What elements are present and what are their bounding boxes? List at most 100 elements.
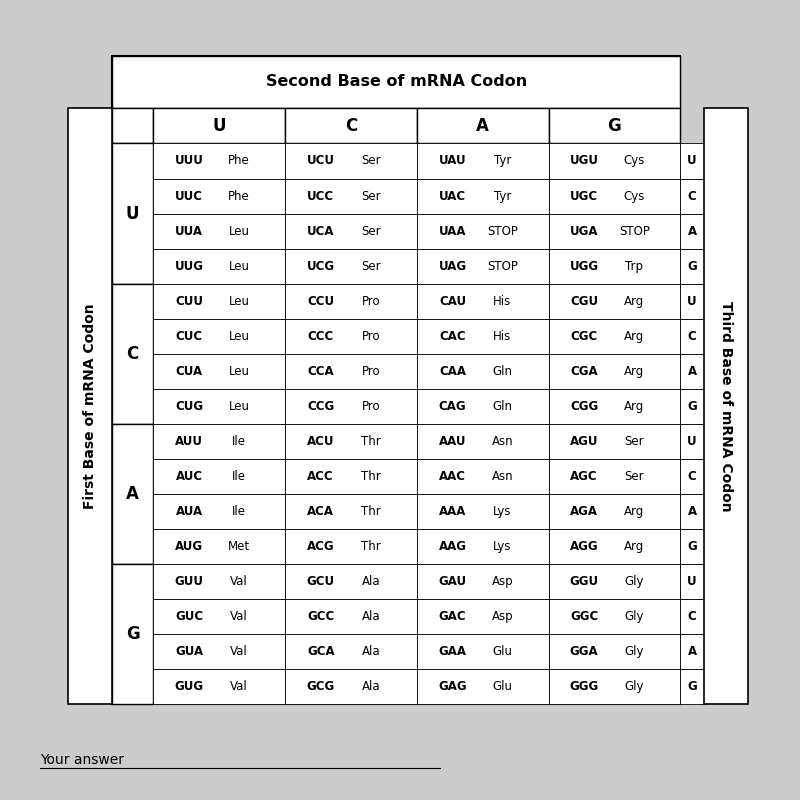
Text: A: A — [687, 225, 697, 238]
Text: UAA: UAA — [438, 225, 466, 238]
Bar — [154, 634, 285, 669]
Bar — [680, 634, 704, 669]
Bar — [417, 458, 549, 494]
Text: G: G — [687, 540, 697, 553]
Text: GAA: GAA — [438, 645, 466, 658]
Text: Ser: Ser — [625, 470, 644, 482]
Text: Ile: Ile — [232, 434, 246, 448]
Bar — [680, 143, 704, 178]
Bar — [680, 458, 704, 494]
Text: AGC: AGC — [570, 470, 598, 482]
Bar — [680, 354, 704, 389]
Text: U: U — [687, 294, 697, 308]
Text: CUU: CUU — [175, 294, 203, 308]
Text: Pro: Pro — [362, 365, 380, 378]
Text: C: C — [688, 470, 697, 482]
Text: Phe: Phe — [228, 154, 250, 167]
Text: CAG: CAG — [438, 400, 466, 413]
Text: GUC: GUC — [175, 610, 203, 623]
Text: Arg: Arg — [624, 330, 644, 342]
Text: Val: Val — [230, 645, 248, 658]
Bar — [154, 143, 285, 178]
Bar — [680, 178, 704, 214]
Text: GCA: GCA — [307, 645, 334, 658]
Text: GUG: GUG — [174, 680, 203, 693]
Text: CGA: CGA — [570, 365, 598, 378]
Bar — [285, 143, 417, 178]
Text: AAU: AAU — [438, 434, 466, 448]
Bar — [285, 284, 417, 318]
Bar — [154, 354, 285, 389]
Text: Your answer: Your answer — [40, 753, 124, 767]
Text: U: U — [213, 117, 226, 134]
Text: Leu: Leu — [229, 225, 250, 238]
Text: CCA: CCA — [307, 365, 334, 378]
Text: GCG: GCG — [306, 680, 335, 693]
Bar — [417, 564, 549, 599]
Bar — [285, 599, 417, 634]
Bar — [154, 599, 285, 634]
Text: Tyr: Tyr — [494, 190, 511, 202]
Text: GGU: GGU — [570, 575, 598, 588]
Text: Ser: Ser — [361, 190, 381, 202]
Text: CCC: CCC — [307, 330, 334, 342]
Text: Pro: Pro — [362, 294, 380, 308]
Text: Ser: Ser — [361, 154, 381, 167]
Bar — [680, 564, 704, 599]
Bar — [680, 669, 704, 704]
Text: Gly: Gly — [625, 645, 644, 658]
Text: UUG: UUG — [174, 259, 203, 273]
Bar — [285, 354, 417, 389]
Bar — [285, 458, 417, 494]
Text: AAC: AAC — [439, 470, 466, 482]
Text: C: C — [688, 190, 697, 202]
Text: Met: Met — [228, 540, 250, 553]
Bar — [417, 494, 549, 529]
Text: UCG: UCG — [306, 259, 334, 273]
Text: Third Base of mRNA Codon: Third Base of mRNA Codon — [719, 301, 733, 511]
Bar — [549, 143, 680, 178]
Text: Ile: Ile — [232, 470, 246, 482]
Bar — [417, 669, 549, 704]
Text: Thr: Thr — [361, 540, 381, 553]
Bar — [285, 389, 417, 424]
Bar — [154, 389, 285, 424]
Text: U: U — [687, 154, 697, 167]
Text: Leu: Leu — [229, 330, 250, 342]
Bar — [285, 529, 417, 564]
Text: UAU: UAU — [438, 154, 466, 167]
Bar — [417, 178, 549, 214]
Text: Phe: Phe — [228, 190, 250, 202]
Bar — [417, 529, 549, 564]
Text: G: G — [607, 117, 622, 134]
Bar — [680, 599, 704, 634]
Text: STOP: STOP — [618, 225, 650, 238]
Text: GGG: GGG — [570, 680, 598, 693]
Text: Thr: Thr — [361, 505, 381, 518]
Text: AUA: AUA — [175, 505, 202, 518]
Text: STOP: STOP — [487, 225, 518, 238]
Bar — [549, 494, 680, 529]
Bar — [112, 108, 154, 143]
Bar — [549, 634, 680, 669]
Text: Leu: Leu — [229, 365, 250, 378]
Bar — [417, 354, 549, 389]
Text: UAG: UAG — [438, 259, 466, 273]
Bar — [549, 458, 680, 494]
Bar — [285, 178, 417, 214]
Bar — [417, 284, 549, 318]
Bar — [549, 564, 680, 599]
Bar — [417, 143, 549, 178]
Text: UGA: UGA — [570, 225, 598, 238]
Text: Lys: Lys — [494, 505, 512, 518]
Text: CAC: CAC — [439, 330, 466, 342]
Text: Lys: Lys — [494, 540, 512, 553]
Bar — [549, 529, 680, 564]
Text: Second Base of mRNA Codon: Second Base of mRNA Codon — [266, 74, 526, 90]
Text: First Base of mRNA Codon: First Base of mRNA Codon — [83, 303, 97, 509]
Bar — [154, 214, 285, 249]
Text: Gly: Gly — [625, 680, 644, 693]
Text: AUU: AUU — [175, 434, 203, 448]
Bar — [549, 214, 680, 249]
Text: GAG: GAG — [438, 680, 466, 693]
